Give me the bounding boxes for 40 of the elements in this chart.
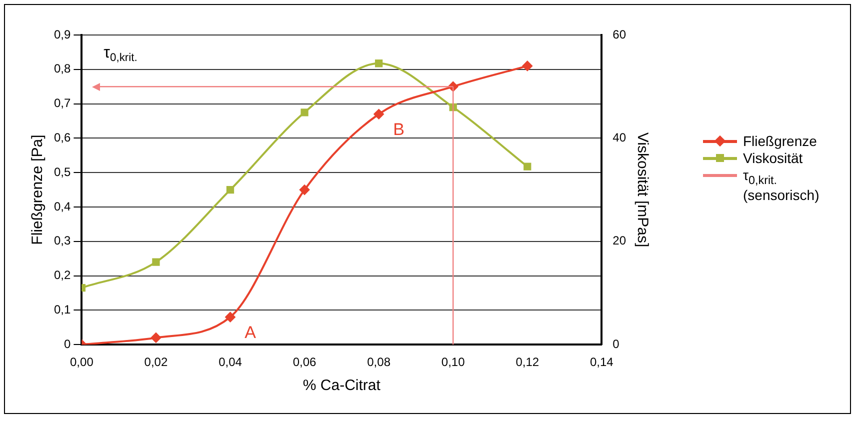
legend-label: τ$_{0,krit.}$ (sensorisch) <box>743 167 820 203</box>
y-tick-label: 0,8 <box>54 62 71 76</box>
y-tick-label: 0,3 <box>54 234 71 248</box>
legend-label: Fließgrenze <box>743 133 817 149</box>
legend-label: Viskosität <box>743 150 803 166</box>
y-tick-label: 0,1 <box>54 302 71 317</box>
point <box>524 162 532 170</box>
point <box>300 108 308 116</box>
x-tick-label: 0,02 <box>144 355 168 370</box>
point <box>226 186 234 194</box>
y2-tick-label: 0 <box>612 336 620 351</box>
point <box>152 258 160 266</box>
x-tick-label: 0,14 <box>590 355 614 370</box>
x-tick-label: 0,04 <box>218 355 242 370</box>
x-tick-label: 0,08 <box>367 355 391 370</box>
annotation: B <box>393 120 404 139</box>
point <box>150 332 161 343</box>
y2-axis-title: Viskosität [mPas] <box>634 132 651 248</box>
point <box>374 109 384 120</box>
y-tick-label: 0,5 <box>54 164 71 179</box>
annotation: A <box>244 322 257 342</box>
y2-tick-label: 60 <box>612 27 626 42</box>
y-tick-label: 0,7 <box>54 96 71 110</box>
y2-tick-label: 40 <box>612 130 626 145</box>
y-tick-label: 0,4 <box>54 199 71 214</box>
x-axis-title: % Ca-Citrat <box>302 377 382 394</box>
x-tick-label: 0,12 <box>516 355 540 370</box>
point <box>300 184 310 195</box>
point <box>225 312 236 322</box>
y-tick-label: 0,6 <box>54 130 71 145</box>
y-tick-label: 0 <box>64 336 71 351</box>
y-tick-label: 0,9 <box>54 27 71 42</box>
y-tick-label: 0,2 <box>54 268 71 282</box>
point <box>522 60 532 71</box>
y2-tick-label: 20 <box>612 234 626 248</box>
point <box>374 60 383 68</box>
x-tick-label: 0,00 <box>70 355 94 370</box>
x-tick-label: 0,10 <box>441 355 466 370</box>
x-tick-label: 0,06 <box>292 355 317 370</box>
y-axis-title: Fließgrenze [Pa] <box>29 134 46 245</box>
